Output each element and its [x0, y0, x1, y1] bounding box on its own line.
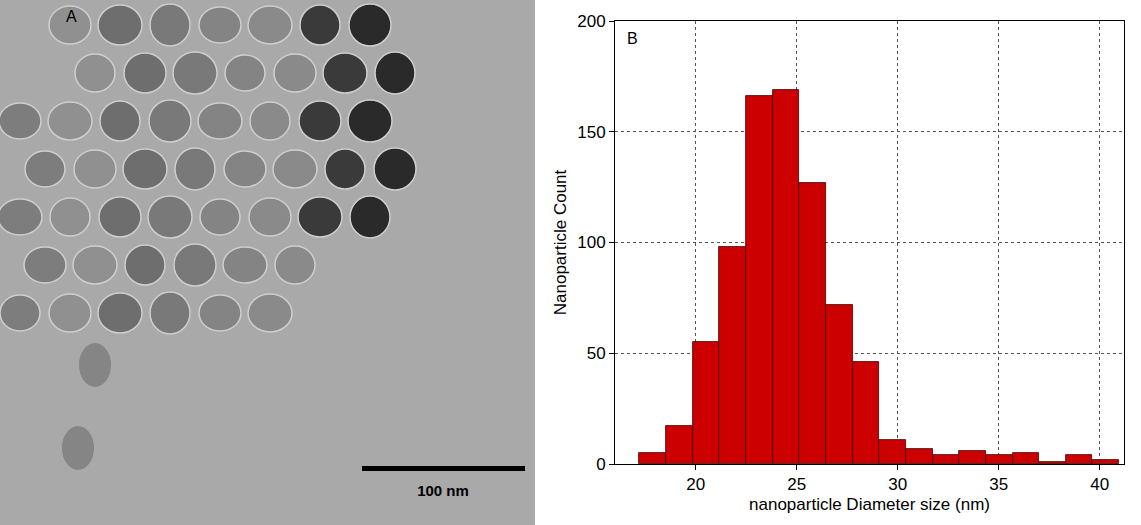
svg-text:B: B	[627, 30, 638, 47]
svg-text:30: 30	[888, 475, 907, 494]
svg-text:50: 50	[587, 344, 606, 363]
svg-text:100: 100	[577, 233, 605, 252]
svg-text:20: 20	[686, 475, 705, 494]
svg-text:25: 25	[787, 475, 806, 494]
svg-text:40: 40	[1090, 475, 1109, 494]
svg-text:0: 0	[596, 455, 605, 474]
svg-text:150: 150	[577, 123, 605, 142]
svg-text:A: A	[66, 8, 77, 25]
svg-text:35: 35	[989, 475, 1008, 494]
svg-text:Nanoparticle Count: Nanoparticle Count	[551, 169, 570, 315]
svg-text:100 nm: 100 nm	[417, 482, 469, 499]
svg-text:200: 200	[577, 12, 605, 31]
svg-text:nanoparticle Diameter size (nm: nanoparticle Diameter size (nm)	[749, 495, 990, 514]
